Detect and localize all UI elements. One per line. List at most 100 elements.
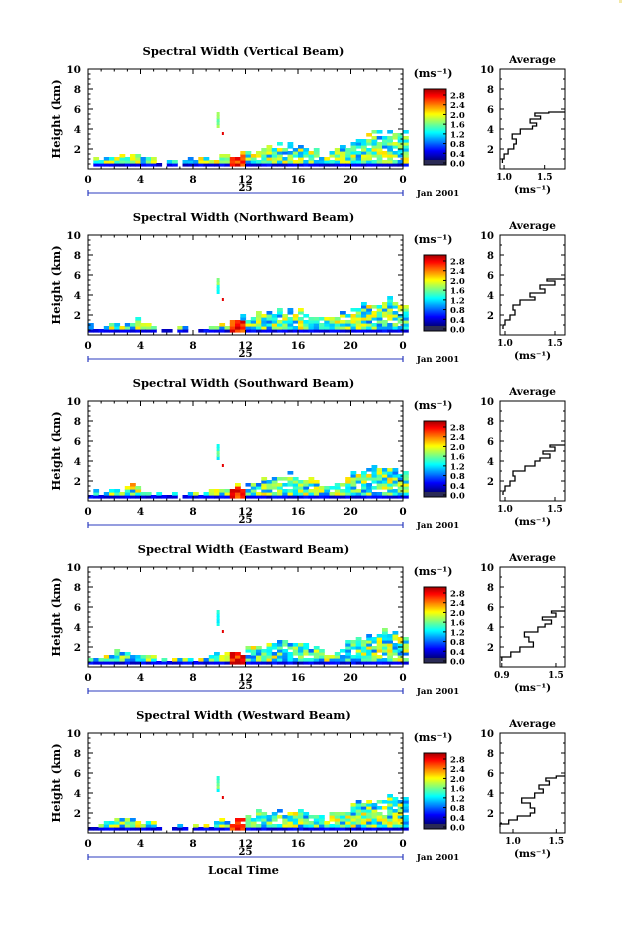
heatmap-cell [271,486,278,490]
heatmap-cell [245,649,252,653]
colorbar-band [424,103,446,105]
heatmap-cell [103,160,110,164]
heatmap-cell [298,323,304,327]
heatmap-cell [366,489,372,493]
heatmap-cell [382,806,388,810]
heatmap-cell [397,305,404,309]
heatmap-cell [103,329,110,333]
heatmap-cell [287,489,294,493]
heatmap-cell [214,326,220,330]
heatmap-cell [198,329,205,333]
heatmap-cell [145,495,152,499]
heatmap-cell [319,658,325,662]
heatmap-cell [250,821,257,825]
heatmap-cell [382,634,388,638]
heatmap-cell [282,163,289,167]
heatmap-cell [387,815,393,819]
heatmap-cell [366,157,372,161]
colorbar-band [424,124,446,127]
heatmap-cell [282,157,289,161]
heatmap-cell [156,492,163,496]
heatmap-cell [345,658,351,662]
heatmap-cell [261,326,268,330]
heatmap-cell [287,495,294,499]
colorbar-tick-label: 0.8 [450,804,465,814]
heatmap-cell [177,827,184,831]
heatmap-cell [256,649,262,653]
heatmap-cell [319,329,325,333]
heatmap-cell [355,311,362,315]
colorbar-tick-label: 2.0 [450,775,465,785]
heatmap-cell [256,320,262,324]
heatmap-cell [172,492,178,496]
y-tick-label: 2 [74,144,81,156]
heatmap-cell [397,480,404,484]
heatmap-cell [124,326,131,330]
heatmap-cell [277,489,283,493]
heatmap-cell [350,474,357,478]
heatmap-cell [366,486,372,490]
colorbar-band [424,614,446,616]
heatmap-cell [376,480,383,484]
heatmap-cell [366,634,372,638]
heatmap-cell [376,661,383,665]
heatmap-cell [193,495,199,499]
heatmap-cell [387,818,393,822]
heatmap-cell [313,821,320,825]
heatmap-cell [397,809,404,813]
colorbar-tick-label: 0.4 [450,150,465,160]
colorbar-band [424,107,446,110]
colorbar-band [424,136,446,139]
heatmap-cell [287,145,294,149]
heatmap-cell [114,495,121,499]
heatmap-cell [319,163,325,167]
colorbar-band [424,148,446,150]
heatmap-cell [151,827,157,831]
heatmap-cell [250,320,257,324]
heatmap-cell [235,821,241,825]
heatmap-cell [319,649,325,653]
heatmap-cell [345,486,351,490]
heatmap-cell [235,320,241,324]
heatmap-cell [266,326,273,330]
heatmap-cell [345,821,351,825]
colorbar-band [424,630,446,633]
colorbar-frame [423,254,447,332]
heatmap-cell [235,323,241,327]
heatmap-cell [355,637,362,641]
heatmap-cell [308,824,315,828]
heatmap-cell [88,495,94,499]
heatmap-cell [319,652,325,656]
colorbar-band [424,608,446,611]
colorbar-band [424,160,446,165]
heatmap-cell [392,821,399,825]
heatmap-cell [135,160,142,164]
heatmap-cell [256,827,262,831]
colorbar-band [424,121,446,123]
heatmap-cell [235,486,241,490]
heatmap-cell [193,827,199,831]
colorbar-band [424,313,446,315]
heatmap-cell [124,824,131,828]
colorbar-band [424,111,446,114]
average-y-tick-label: 6 [487,271,494,282]
colorbar-band [424,282,446,284]
heatmap-cell [135,821,142,825]
heatmap-cell [355,154,362,158]
colorbar-band [424,316,446,319]
colorbar-band [424,97,446,100]
heatmap-cell [256,317,262,321]
colorbar-band [424,450,446,453]
heatmap-cell [282,652,289,656]
heatmap-cell [397,148,404,152]
heatmap-cell [376,154,383,158]
heatmap-cell [292,649,299,653]
heatmap-cell [156,661,163,665]
heatmap-cell [371,486,378,490]
heatmap-cell [193,492,199,496]
x-tick-label: 0 [84,340,91,352]
x-tick-label: 8 [189,174,196,186]
heatmap-cell [235,652,241,656]
colorbar-band [424,655,446,658]
heatmap-cell [319,824,325,828]
